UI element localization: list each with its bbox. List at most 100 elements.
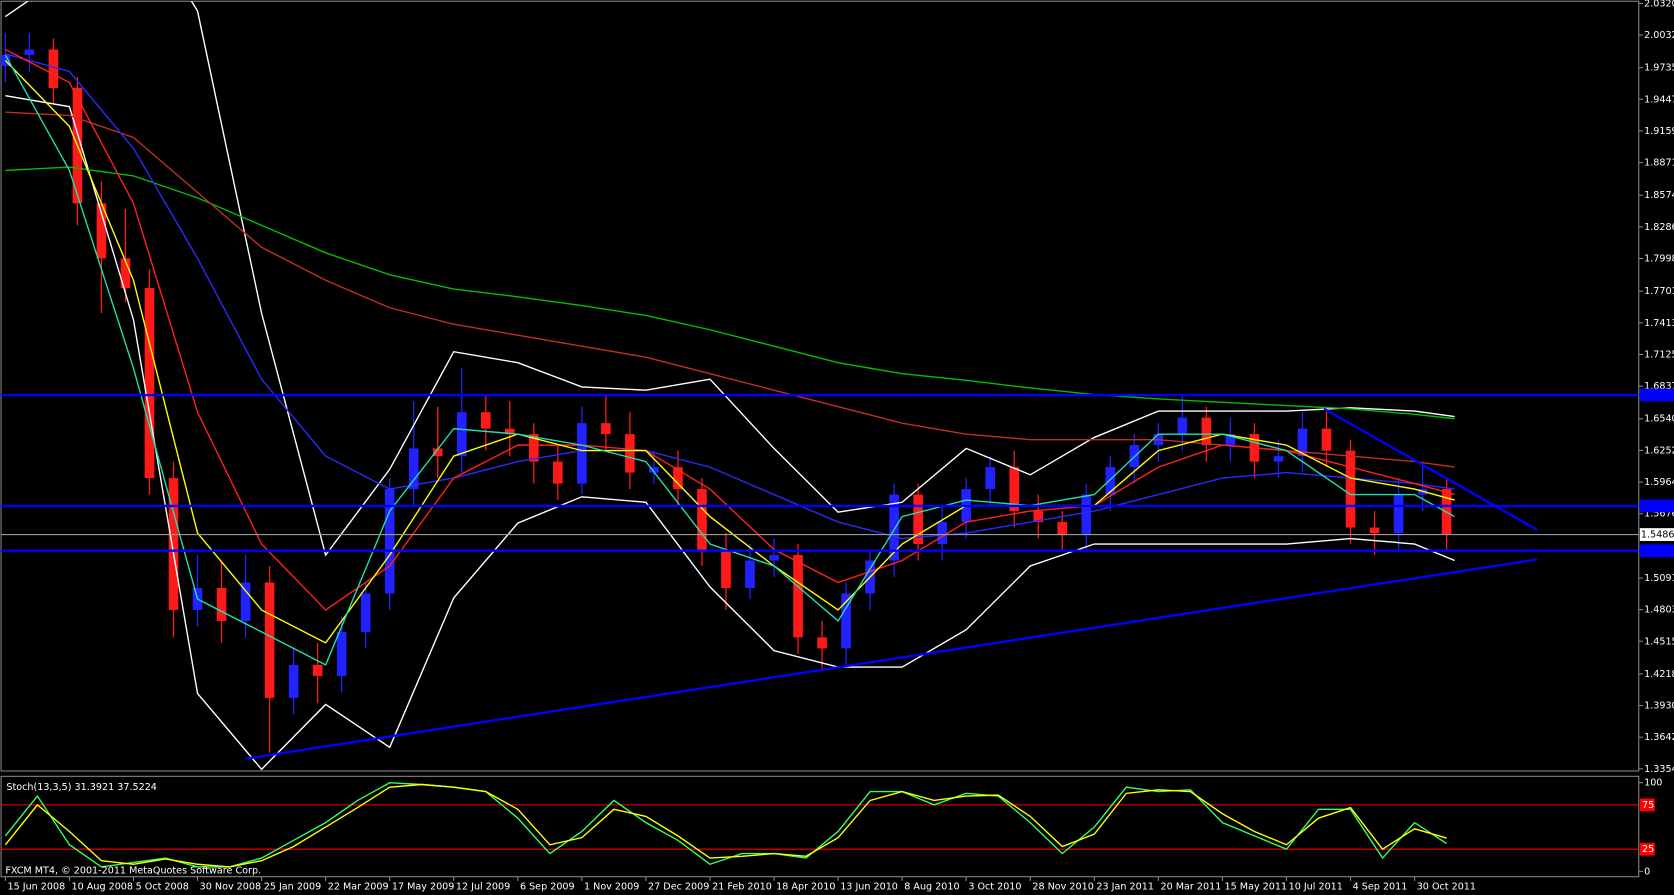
x-tick-label: 5 Oct 2008 (136, 881, 189, 892)
y-tick-label: 1.91590 (1644, 126, 1674, 137)
stoch-title: Stoch(13,3,5) 31.3921 37.5224 (6, 782, 157, 793)
candle-body (649, 467, 659, 473)
y-tick-label: 1.62520 (1644, 445, 1674, 456)
indicator-line (5, 94, 1455, 771)
candle-body (240, 582, 251, 621)
candle-body (1393, 494, 1404, 534)
candle-body (336, 631, 347, 676)
stoch-plot (1, 782, 1639, 868)
x-tick-label: 3 Oct 2010 (968, 881, 1021, 892)
stoch-panel-frame (0, 775, 1640, 878)
candle-body (48, 49, 59, 88)
candle-body (769, 555, 779, 561)
main-plot (1, 1, 1639, 771)
candle-body (1345, 450, 1356, 528)
candle-body (697, 489, 707, 550)
trend-line (1323, 407, 1538, 531)
candle-body (745, 560, 755, 588)
candle-body (793, 555, 803, 638)
level-marker (1639, 499, 1674, 513)
x-tick-label: 12 Jul 2009 (456, 881, 510, 892)
candle-body (504, 428, 515, 435)
candle-body (1009, 467, 1020, 512)
x-tick-label: 15 Jun 2008 (7, 881, 65, 892)
candle-body (577, 423, 587, 484)
indicator-line (4, 1, 1455, 557)
x-tick-label: 10 Jul 2011 (1289, 881, 1343, 892)
y-tick-label: 1.42180 (1644, 669, 1674, 680)
level-marker (1639, 842, 1655, 856)
candle-body (721, 549, 731, 588)
indicator-line (5, 48, 1455, 611)
y-tick-label: 1.94470 (1644, 94, 1674, 105)
y-tick-label: 2.03200 (1644, 0, 1674, 9)
watermark: FXCM MT4, © 2001-2011 MetaQuotes Softwar… (5, 865, 261, 876)
level-marker (1639, 798, 1655, 812)
candle-body (96, 203, 107, 259)
level-marker (1639, 388, 1674, 402)
x-tick-label: 30 Oct 2011 (1417, 881, 1476, 892)
x-tick-label: 27 Dec 2009 (648, 881, 709, 892)
candle-body (288, 664, 299, 698)
y-tick-label: 1.85740 (1644, 190, 1674, 201)
y-tick-label: 1.82860 (1644, 222, 1674, 233)
x-tick-label: 25 Jan 2009 (264, 881, 322, 892)
candle-body (312, 664, 323, 676)
x-tick-label: 28 Nov 2010 (1032, 881, 1093, 892)
y-tick-label: 1.88710 (1644, 158, 1674, 169)
y-tick-label: 1.68370 (1644, 381, 1674, 392)
candle-body (601, 423, 611, 435)
indicator-line (5, 166, 1455, 420)
candle-body (937, 522, 947, 545)
y-tick-label: 0 (1644, 866, 1650, 877)
level-label: 25 (1642, 844, 1654, 855)
candle-body (24, 49, 35, 56)
candle-body (1321, 428, 1332, 451)
stoch-line (4, 783, 1447, 868)
indicator-line (4, 60, 1455, 644)
level-marker (1639, 544, 1674, 558)
candle-body (360, 593, 371, 632)
y-tick-label: 2.00320 (1644, 30, 1674, 41)
y-tick-label: 1.48030 (1644, 605, 1674, 616)
y-tick-label: 1.97350 (1644, 63, 1674, 74)
y-tick-label: 1.59640 (1644, 477, 1674, 488)
y-tick-label: 1.36420 (1644, 732, 1674, 743)
y-tick-label: 100 (1644, 778, 1662, 789)
candle-body (1201, 417, 1212, 446)
candle-body (1273, 456, 1284, 462)
stoch-line (4, 782, 1447, 868)
x-tick-label: 1 Nov 2009 (584, 881, 639, 892)
y-tick-label: 1.45150 (1644, 636, 1674, 647)
level-label: 75 (1642, 800, 1654, 811)
candle-body (553, 461, 563, 484)
candle-body (1297, 428, 1308, 457)
candle-body (817, 637, 827, 649)
x-tick-label: 20 Mar 2011 (1160, 881, 1221, 892)
x-tick-label: 13 Jun 2010 (840, 881, 898, 892)
x-tick-label: 15 May 2011 (1225, 881, 1288, 892)
y-tick-label: 1.79980 (1644, 254, 1674, 265)
x-tick-label: 23 Jan 2011 (1096, 881, 1154, 892)
candle-body (529, 434, 539, 462)
candle-body (144, 287, 155, 479)
candle-body (889, 494, 899, 561)
candle-body (913, 494, 923, 545)
candle-body (168, 478, 179, 610)
candle-body (216, 587, 227, 621)
candle-body (1177, 417, 1188, 435)
y-tick-label: 1.77010 (1644, 286, 1674, 297)
candle-body (1057, 522, 1068, 536)
x-tick-label: 18 Apr 2010 (776, 881, 835, 892)
candle-body (841, 593, 851, 649)
trend-line (245, 558, 1538, 760)
x-tick-label: 4 Sep 2011 (1353, 881, 1408, 892)
y-tick-label: 1.39300 (1644, 701, 1674, 712)
indicator-line (4, 54, 1455, 666)
y-tick-label: 1.71250 (1644, 349, 1674, 360)
candle-body (264, 582, 275, 698)
candle-body (432, 448, 443, 457)
y-tick-label: 1.50910 (1644, 573, 1674, 584)
